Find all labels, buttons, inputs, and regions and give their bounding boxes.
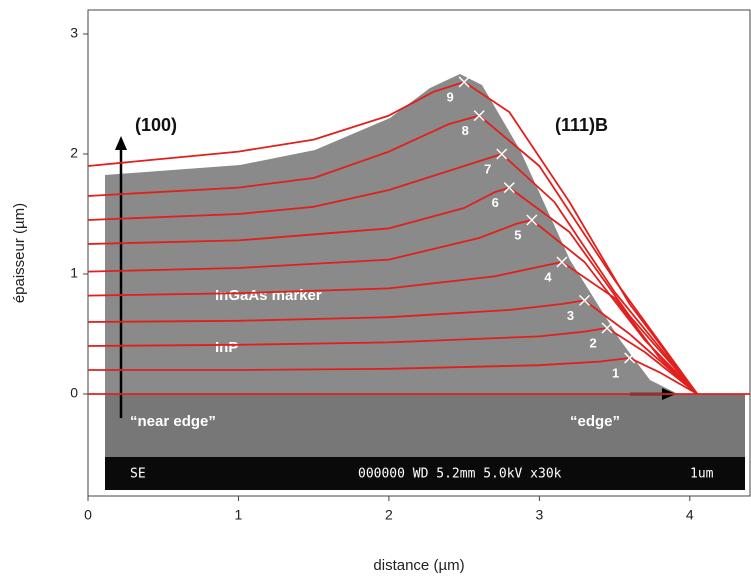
series-label: 1 bbox=[612, 365, 619, 380]
series-label: 3 bbox=[567, 308, 574, 323]
annotation: InP bbox=[215, 339, 238, 356]
y-tick-label: 2 bbox=[70, 145, 78, 161]
x-tick-label: 3 bbox=[535, 507, 543, 523]
annotation: (100) bbox=[135, 115, 177, 135]
y-axis-label: épaisseur (µm) bbox=[11, 203, 28, 303]
series-label: 5 bbox=[514, 227, 521, 242]
peak-marker bbox=[556, 256, 568, 268]
peak-marker bbox=[503, 182, 515, 194]
y-tick-label: 0 bbox=[70, 385, 78, 401]
series-label: 9 bbox=[447, 89, 454, 104]
peak-marker bbox=[624, 352, 636, 364]
y-tick-label: 1 bbox=[70, 265, 78, 281]
series-line bbox=[87, 186, 699, 395]
peak-marker bbox=[496, 148, 508, 160]
sem-mode: SE bbox=[130, 467, 146, 482]
peak-marker bbox=[578, 294, 591, 306]
series-line bbox=[87, 153, 699, 395]
peak-marker bbox=[473, 110, 485, 122]
arrow-head bbox=[115, 136, 127, 150]
annotation: InGaAs marker bbox=[215, 287, 322, 304]
series-line bbox=[88, 357, 698, 395]
sem-info: 000000 WD 5.2mm 5.0kV x30k bbox=[358, 467, 562, 482]
series-label: 4 bbox=[544, 269, 552, 284]
annotation: (111)B bbox=[555, 115, 608, 135]
peak-marker bbox=[601, 322, 613, 334]
x-axis-label: distance (µm) bbox=[373, 557, 464, 574]
series-label: 7 bbox=[484, 161, 491, 176]
series-line bbox=[87, 81, 699, 395]
y-tick-label: 3 bbox=[70, 25, 78, 41]
annotation: “near edge” bbox=[130, 413, 216, 430]
series-line bbox=[87, 261, 698, 395]
series-line bbox=[87, 219, 698, 395]
series-line bbox=[87, 327, 698, 395]
series-line bbox=[87, 114, 699, 395]
series-line bbox=[87, 299, 698, 395]
annotation: “edge” bbox=[570, 413, 620, 430]
peak-marker bbox=[526, 214, 538, 226]
x-tick-label: 0 bbox=[84, 507, 92, 523]
series-label: 6 bbox=[492, 195, 499, 210]
sem-info-bar bbox=[105, 457, 745, 490]
sem-scale: 1um bbox=[690, 467, 714, 482]
series-label: 2 bbox=[589, 335, 596, 350]
sem-image bbox=[105, 74, 745, 490]
x-tick-label: 1 bbox=[235, 507, 243, 523]
series-label: 8 bbox=[462, 123, 469, 138]
x-tick-label: 4 bbox=[686, 507, 694, 523]
x-tick-label: 2 bbox=[385, 507, 393, 523]
peak-marker bbox=[458, 76, 470, 88]
